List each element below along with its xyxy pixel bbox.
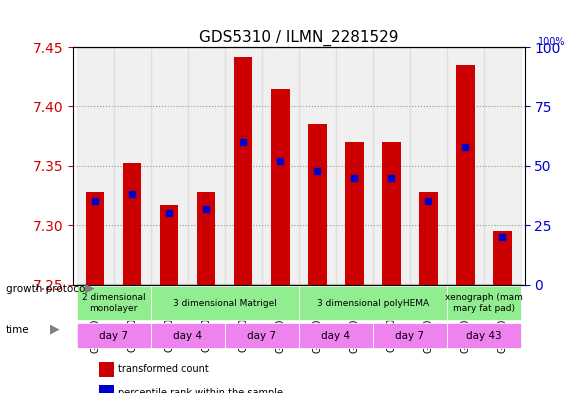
- Text: day 4: day 4: [173, 331, 202, 341]
- FancyBboxPatch shape: [299, 323, 373, 348]
- Bar: [410, 47, 447, 285]
- Bar: [299, 47, 336, 285]
- Text: 100%: 100%: [538, 37, 566, 47]
- Text: ▶: ▶: [85, 281, 94, 295]
- Bar: [114, 47, 150, 285]
- FancyBboxPatch shape: [447, 323, 521, 348]
- Bar: [150, 47, 188, 285]
- Bar: [456, 65, 475, 285]
- Text: day 7: day 7: [247, 331, 276, 341]
- FancyBboxPatch shape: [373, 323, 447, 348]
- Text: xenograph (mam
mary fat pad): xenograph (mam mary fat pad): [445, 293, 523, 313]
- Text: day 43: day 43: [466, 331, 502, 341]
- FancyBboxPatch shape: [76, 323, 150, 348]
- Bar: [382, 142, 401, 285]
- Bar: [484, 47, 521, 285]
- FancyBboxPatch shape: [150, 323, 224, 348]
- Title: GDS5310 / ILMN_2281529: GDS5310 / ILMN_2281529: [199, 29, 399, 46]
- Bar: [447, 47, 484, 285]
- Bar: [262, 47, 299, 285]
- Bar: [373, 47, 410, 285]
- Bar: [197, 192, 216, 285]
- Text: 2 dimensional
monolayer: 2 dimensional monolayer: [82, 293, 145, 313]
- Text: day 7: day 7: [99, 331, 128, 341]
- FancyBboxPatch shape: [224, 323, 299, 348]
- Text: percentile rank within the sample: percentile rank within the sample: [118, 388, 283, 393]
- Text: growth protocol: growth protocol: [6, 284, 88, 294]
- Text: 3 dimensional Matrigel: 3 dimensional Matrigel: [173, 299, 277, 308]
- Bar: [419, 192, 438, 285]
- Text: day 7: day 7: [395, 331, 424, 341]
- Bar: [271, 89, 290, 285]
- Text: day 4: day 4: [321, 331, 350, 341]
- Bar: [345, 142, 364, 285]
- Bar: [493, 231, 512, 285]
- Bar: [123, 163, 142, 285]
- Bar: [224, 47, 262, 285]
- Bar: [160, 205, 178, 285]
- Text: transformed count: transformed count: [118, 364, 209, 375]
- Bar: [234, 57, 252, 285]
- Bar: [76, 47, 114, 285]
- Bar: [308, 124, 326, 285]
- Bar: [336, 47, 373, 285]
- Bar: [188, 47, 224, 285]
- Text: time: time: [6, 325, 30, 335]
- Bar: [86, 192, 104, 285]
- Text: 3 dimensional polyHEMA: 3 dimensional polyHEMA: [317, 299, 429, 308]
- FancyBboxPatch shape: [299, 286, 447, 320]
- FancyBboxPatch shape: [76, 286, 150, 320]
- Text: ▶: ▶: [50, 323, 59, 336]
- FancyBboxPatch shape: [447, 286, 521, 320]
- FancyBboxPatch shape: [150, 286, 299, 320]
